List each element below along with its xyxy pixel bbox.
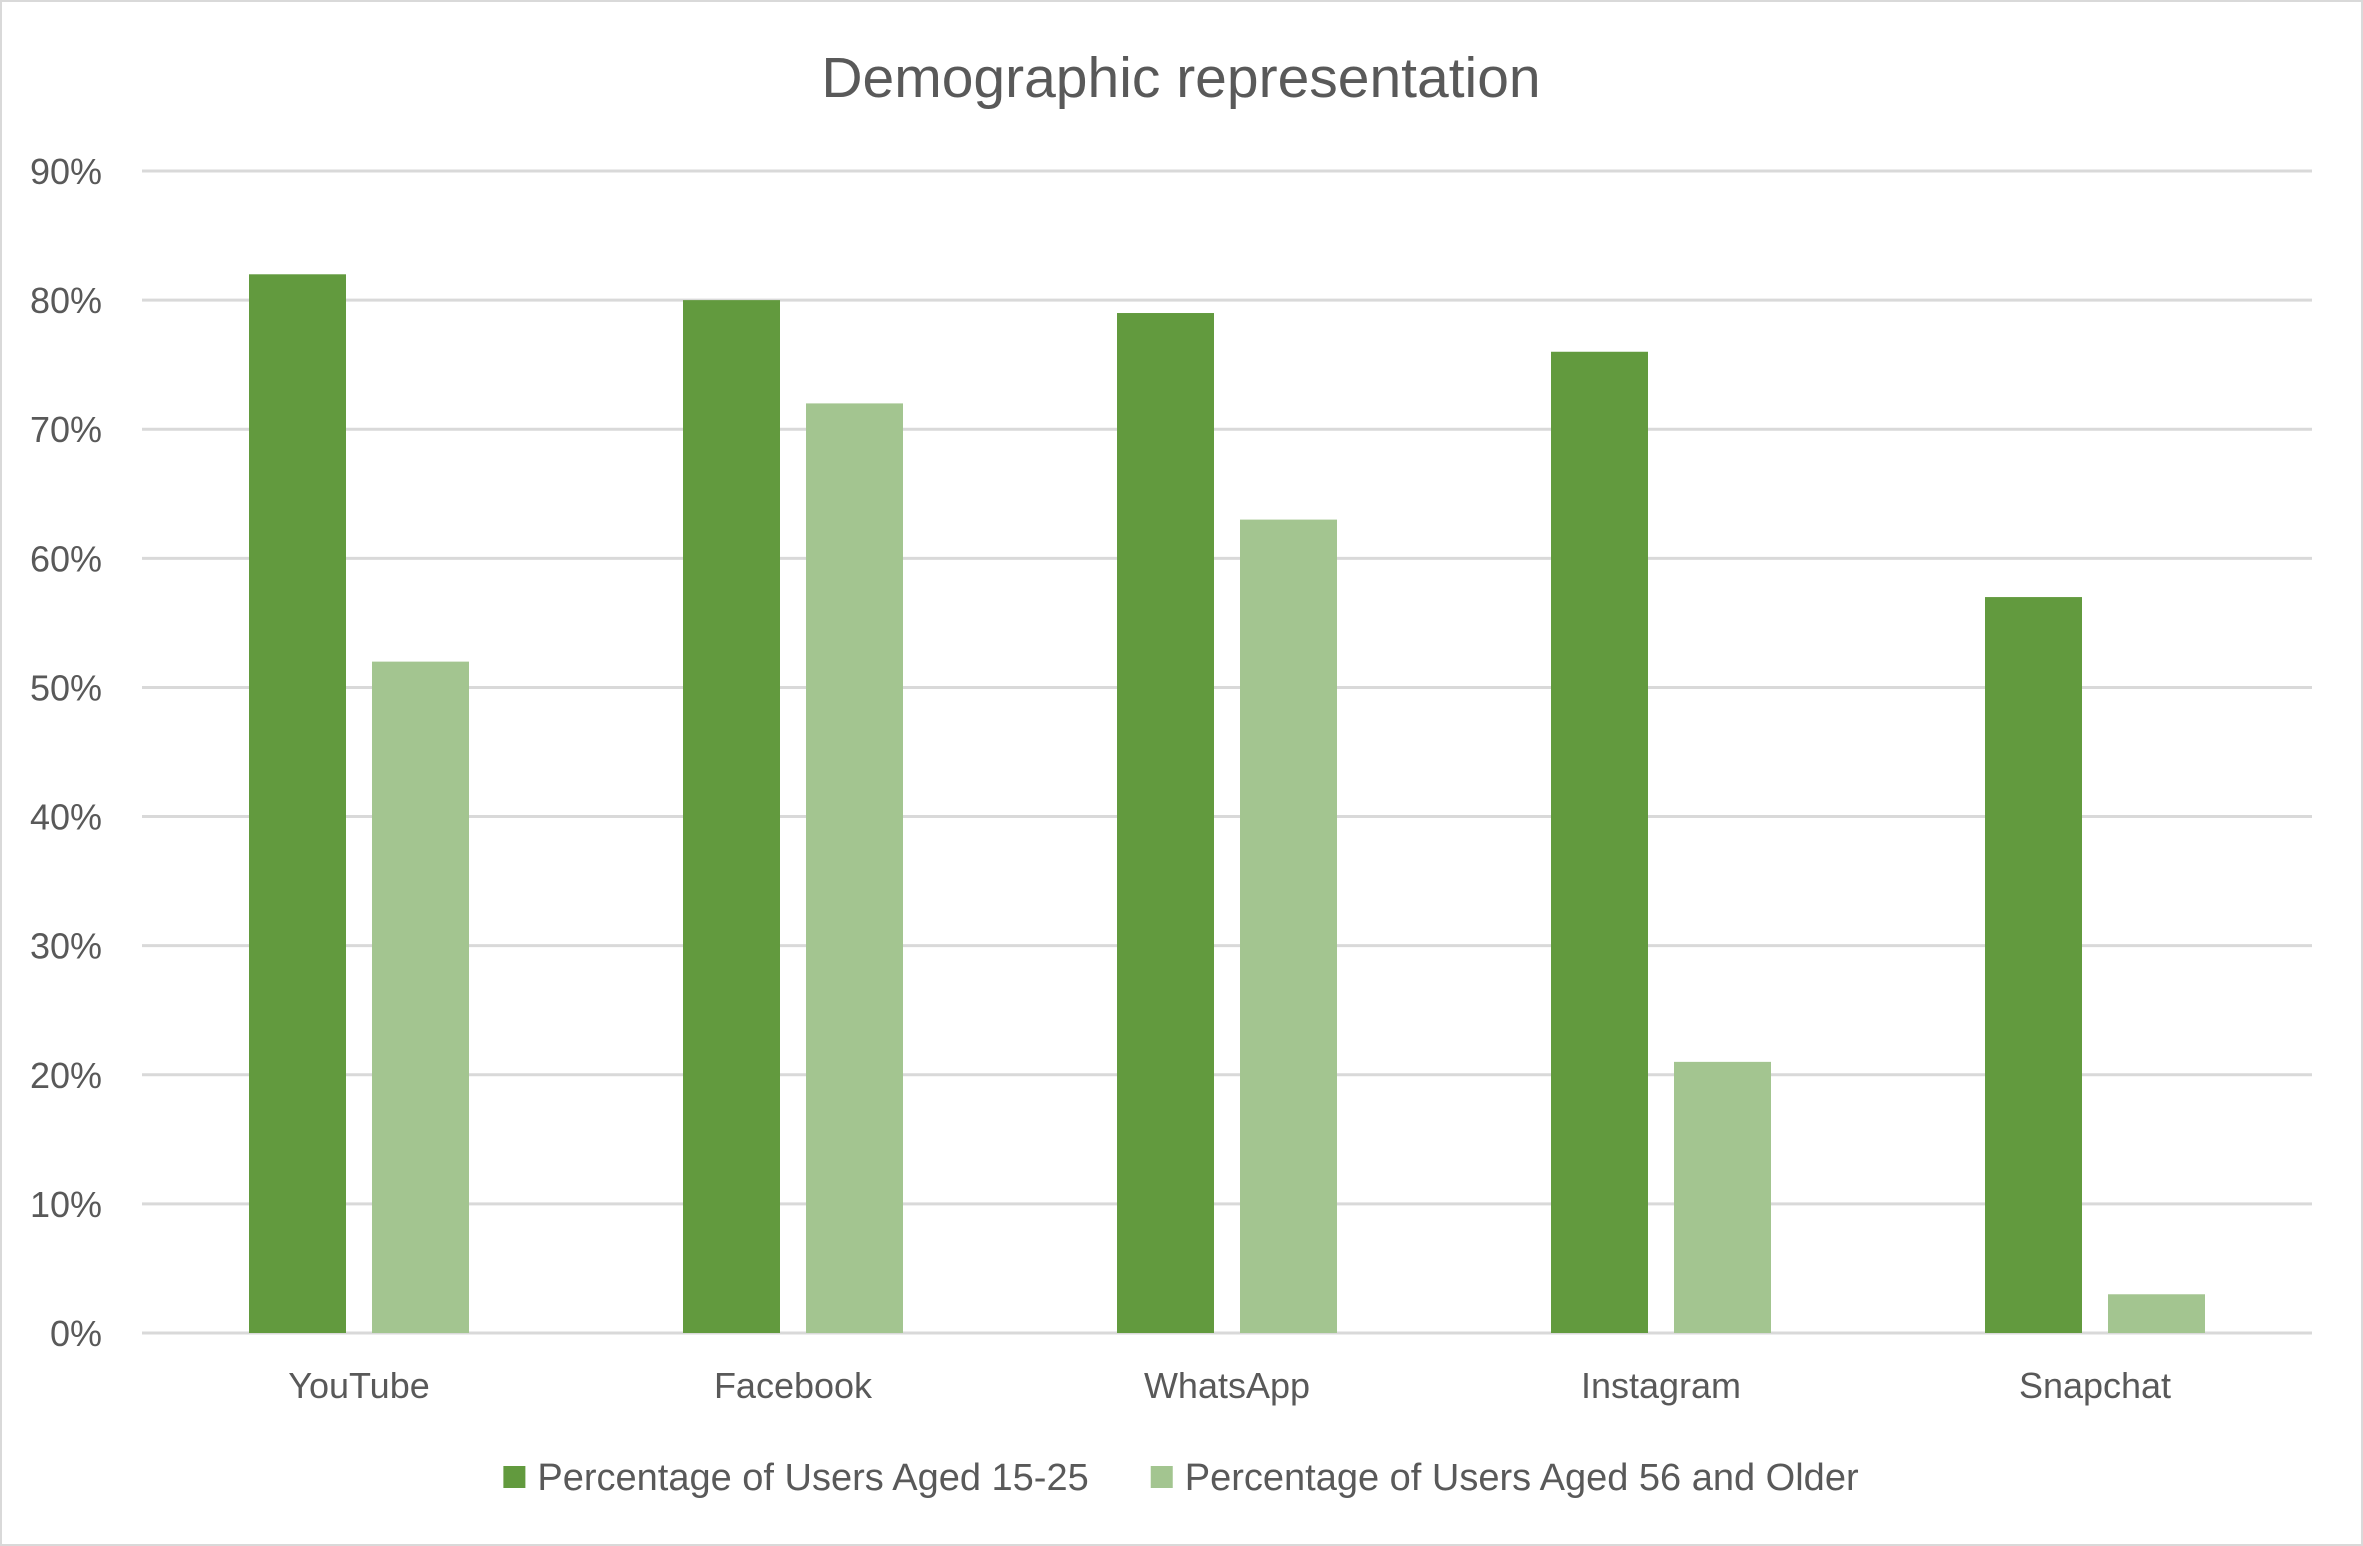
bars xyxy=(249,274,2205,1334)
bar-whatsapp-series-1 xyxy=(1117,313,1214,1333)
y-tick-label: 60% xyxy=(30,538,102,579)
y-tick-label: 90% xyxy=(30,151,102,192)
x-tick-label: Snapchat xyxy=(2019,1365,2171,1406)
gridlines xyxy=(142,169,2312,1335)
bar-instagram-series-1 xyxy=(1551,351,1648,1333)
y-tick-label: 0% xyxy=(50,1313,102,1354)
x-tick-label: Facebook xyxy=(714,1365,873,1406)
bar-youtube-series-2 xyxy=(372,661,469,1333)
bar-whatsapp-series-2 xyxy=(1240,519,1337,1333)
y-tick-label: 80% xyxy=(30,280,102,321)
legend-label: Percentage of Users Aged 56 and Older xyxy=(1185,1457,1859,1499)
legend-swatch xyxy=(503,1466,526,1488)
x-tick-label: WhatsApp xyxy=(1144,1365,1310,1406)
legend-item: Percentage of Users Aged 56 and Older xyxy=(1150,1457,1859,1499)
bar-instagram-series-2 xyxy=(1674,1061,1771,1333)
y-tick-label: 70% xyxy=(30,409,102,450)
y-axis-ticks: 0% 10% 20% 30% 40% 50% 60% 70% 80% 90% xyxy=(30,151,102,1354)
x-tick-label: Instagram xyxy=(1581,1365,1741,1406)
y-tick-label: 30% xyxy=(30,926,102,967)
legend-swatch xyxy=(1150,1466,1173,1488)
bar-snapchat-series-1 xyxy=(1985,597,2082,1333)
y-tick-label: 50% xyxy=(30,667,102,708)
x-tick-label: YouTube xyxy=(288,1365,429,1406)
y-tick-label: 40% xyxy=(30,797,102,838)
bar-youtube-series-1 xyxy=(249,274,346,1334)
legend-item: Percentage of Users Aged 15-25 xyxy=(503,1457,1089,1499)
bar-snapchat-series-2 xyxy=(2108,1294,2205,1333)
y-tick-label: 20% xyxy=(30,1055,102,1096)
bar-facebook-series-2 xyxy=(806,403,903,1333)
chart-title: Demographic representation xyxy=(821,46,1540,110)
bar-facebook-series-1 xyxy=(683,300,780,1334)
legend-label: Percentage of Users Aged 15-25 xyxy=(537,1457,1088,1499)
legend: Percentage of Users Aged 15-25 Percentage… xyxy=(503,1457,1859,1499)
x-axis-ticks: YouTube Facebook WhatsApp Instagram Snapchat xyxy=(288,1365,2171,1406)
y-tick-label: 10% xyxy=(30,1184,102,1225)
